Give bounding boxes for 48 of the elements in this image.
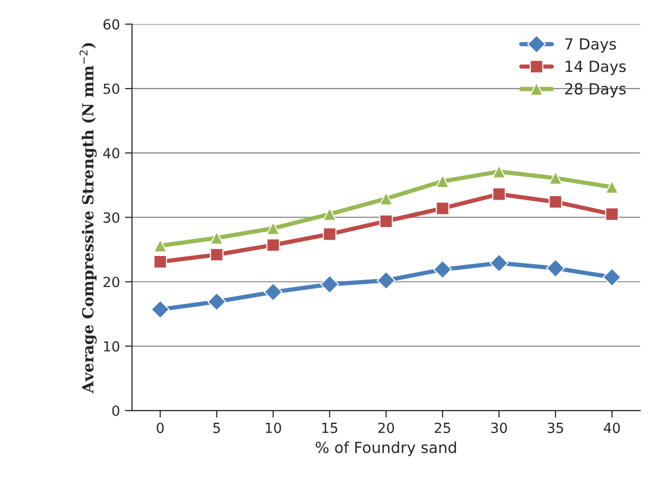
legend-label: 28 Days (565, 83, 626, 98)
point (379, 214, 393, 228)
point (322, 207, 336, 221)
x-tick-label: 40 (604, 422, 620, 434)
x-tick-label: 20 (378, 422, 394, 434)
point (207, 292, 226, 312)
x-axis-title: % of Foundry sand (316, 441, 456, 456)
y-tick-label: 0 (112, 406, 120, 416)
point (264, 282, 283, 302)
x-tick-label: 30 (491, 422, 507, 434)
y-tick-label: 10 (104, 341, 120, 352)
point (210, 248, 224, 262)
point (490, 254, 508, 272)
y-tick-label: 50 (104, 84, 120, 94)
point (376, 271, 396, 290)
point (548, 195, 562, 209)
point (492, 164, 506, 178)
legend-label: 14 Days (566, 60, 626, 76)
point (150, 300, 170, 319)
y-tick-label: 40 (103, 148, 120, 158)
x-tick-label: 25 (434, 422, 450, 434)
x-tick-label: 35 (548, 422, 564, 434)
point (602, 268, 622, 287)
point (492, 187, 506, 201)
y-axis-title: Average Compressive Strength (N mm$^{−2}$) (80, 43, 97, 394)
point (266, 222, 280, 236)
point (436, 202, 450, 216)
point (605, 180, 619, 194)
point (153, 255, 168, 269)
point (546, 258, 565, 278)
point (210, 231, 224, 245)
legend-label: 7 Days (565, 38, 616, 53)
y-tick-label: 60 (103, 19, 120, 30)
point (320, 274, 339, 294)
point (379, 192, 393, 206)
x-tick-label: 5 (213, 422, 220, 434)
point (548, 171, 562, 185)
point (266, 238, 280, 252)
x-tick-label: 0 (156, 422, 164, 434)
point (322, 227, 336, 241)
y-tick-label: 30 (104, 212, 120, 223)
point (433, 260, 452, 279)
y-tick-label: 20 (104, 276, 120, 288)
point (153, 238, 168, 252)
point (436, 174, 450, 188)
x-tick-label: 10 (266, 422, 282, 434)
x-tick-label: 15 (322, 422, 338, 434)
point (605, 207, 619, 221)
